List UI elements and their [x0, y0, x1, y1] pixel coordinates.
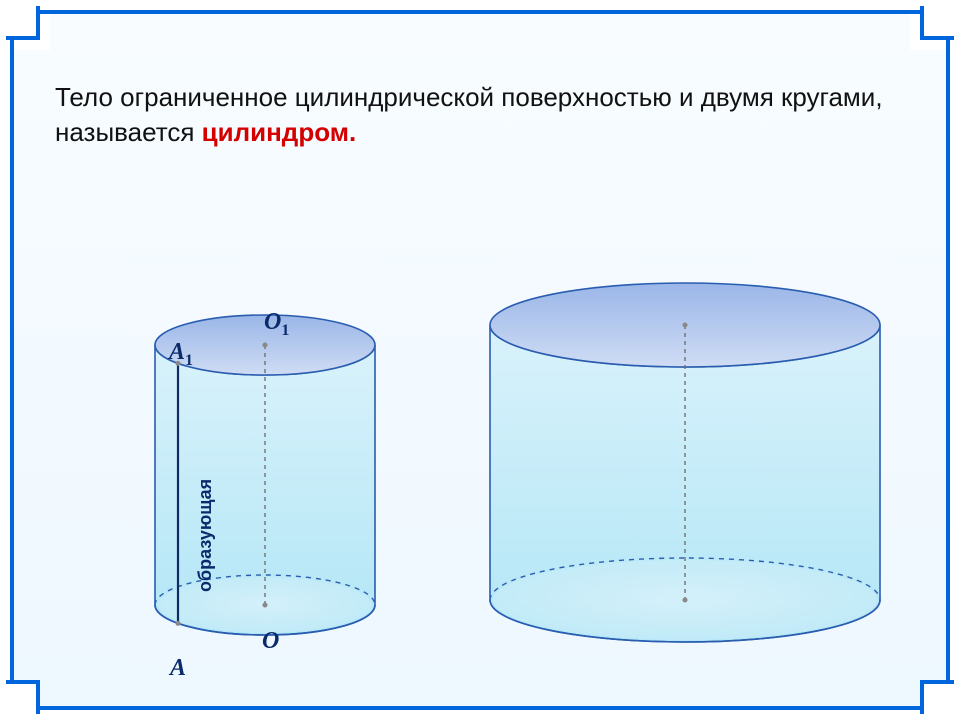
- definition-pre: Тело ограниченное цилиндрической поверхн…: [55, 82, 883, 147]
- label-A: А: [170, 655, 186, 682]
- frame-notch: [920, 680, 954, 714]
- label-A1: А1: [169, 339, 193, 370]
- label-generatrix: образующая: [195, 402, 216, 592]
- definition-text: Тело ограниченное цилиндрической поверхн…: [55, 80, 905, 150]
- label-O: О: [262, 628, 279, 655]
- frame-notch: [6, 6, 40, 40]
- frame-notch: [920, 6, 954, 40]
- frame-notch: [6, 680, 40, 714]
- label-O1: О1: [264, 309, 289, 340]
- definition-highlight: цилиндром.: [202, 117, 357, 147]
